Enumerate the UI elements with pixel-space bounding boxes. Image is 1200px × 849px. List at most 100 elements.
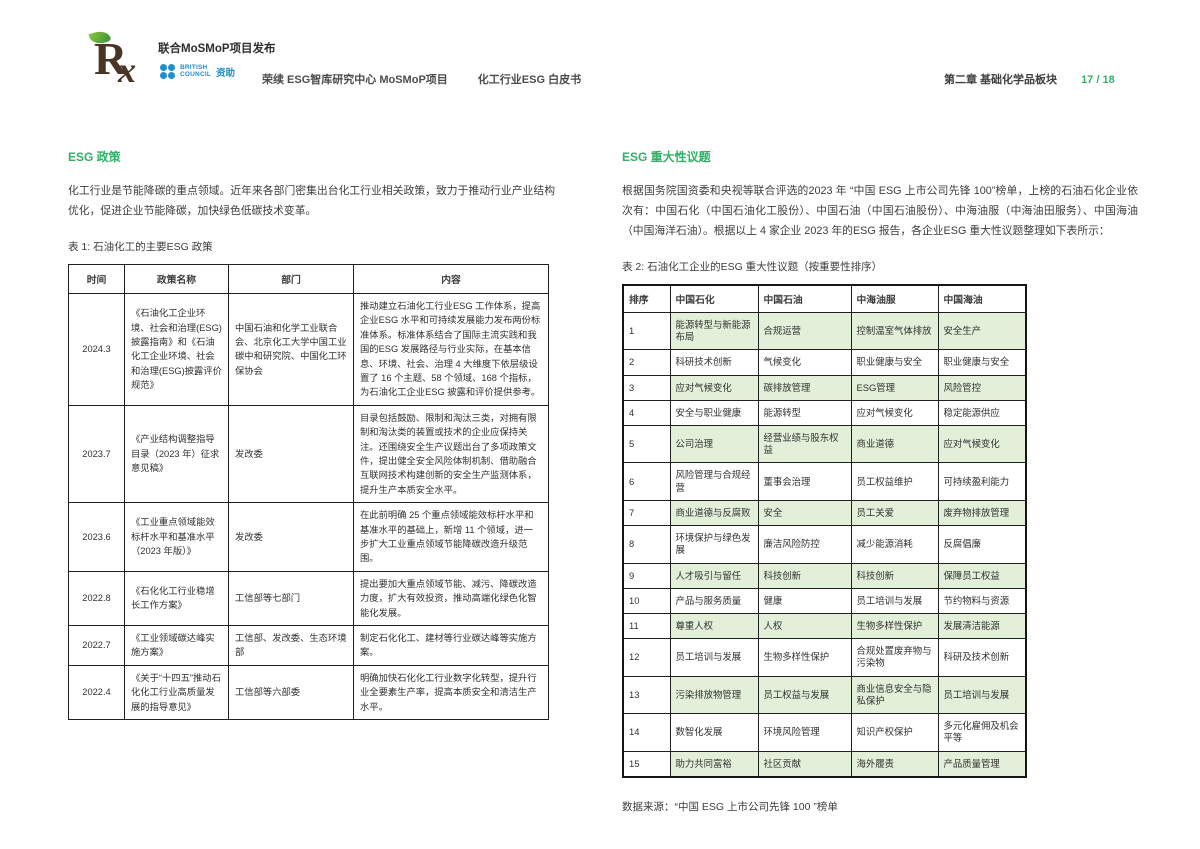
table-cell: 6 <box>622 462 671 501</box>
table-cell: 碳排放管理 <box>757 374 852 401</box>
table-cell: ESG管理 <box>850 374 939 401</box>
table-cell: 员工培训与发展 <box>850 587 939 614</box>
table-cell: 减少能源消耗 <box>850 525 939 564</box>
esg-policy-intro: 化工行业是节能降碳的重点领域。近年来各部门密集出台化工行业相关政策，致力于推动行… <box>68 185 555 217</box>
table-cell: 生物多样性保护 <box>850 612 939 640</box>
table-cell: 社区贡献 <box>757 750 852 778</box>
table-cell: 商业信息安全与隐私保护 <box>850 675 939 715</box>
table-cell: 职业健康与安全 <box>937 349 1027 376</box>
table-cell: 公司治理 <box>669 424 759 464</box>
table-cell: 《工业重点领域能效标杆水平和基准水平（2023 年版）》 <box>124 502 229 572</box>
table-cell: 稳定能源供应 <box>937 399 1027 427</box>
table-cell: 海外履责 <box>850 750 939 778</box>
column-header-time: 时间 <box>68 263 125 294</box>
table-header-row: 排序 中国石化 中国石油 中海油服 中国海油 <box>622 284 1027 313</box>
table-cell: 7 <box>622 499 671 527</box>
column-header-department: 部门 <box>228 263 354 294</box>
table-cell: 知识产权保护 <box>850 713 939 752</box>
table-cell: 员工关爱 <box>850 499 939 527</box>
table-cell: 科研技术创新 <box>669 349 759 376</box>
table-cell: 应对气候变化 <box>850 399 939 427</box>
table-cell: 2022.7 <box>68 625 125 666</box>
table-cell: 提出要加大重点领域节能、减污、降碳改造力度，扩大有效投资，推动高端化绿色化智能化… <box>353 570 549 627</box>
document-title: 荣续 ESG智库研究中心 MoSMoP项目 化工行业ESG 白皮书 <box>262 71 581 87</box>
table1-caption: 表 1: 石油化工的主要ESG 政策 <box>68 240 213 253</box>
table-cell: 8 <box>622 525 671 564</box>
table-cell: 安全与职业健康 <box>669 399 759 427</box>
table2-caption: 表 2: 石油化工企业的ESG 重大性议题（按重要性排序） <box>622 260 883 273</box>
table-row: 8 环境保护与绿色发展 廉洁风险防控 减少能源消耗 反腐倡廉 <box>622 525 1027 564</box>
table-cell: 经营业绩与股东权益 <box>757 424 852 464</box>
table-row: 4 安全与职业健康 能源转型 应对气候变化 稳定能源供应 <box>622 399 1027 427</box>
table-cell: 5 <box>622 424 671 464</box>
esg-materiality-section: ESG 重大性议题 根据国务院国资委和央视等联合评选的2023 年 “中国 ES… <box>622 148 1138 814</box>
table-cell: 发展清洁能源 <box>937 612 1027 640</box>
table-cell: 员工权益与发展 <box>757 675 852 715</box>
chapter-label: 第二章 基础化学品板块 <box>944 74 1058 86</box>
table-row: 11 尊重人权 人权 生物多样性保护 发展清洁能源 <box>622 612 1027 640</box>
table-cell: 在此前明确 25 个重点领域能效标杆水平和基准水平的基础上，新增 11 个领域，… <box>353 502 549 572</box>
section-heading-esg-policy: ESG 政策 <box>68 150 121 164</box>
table-cell: 15 <box>622 750 671 778</box>
table-cell: 应对气候变化 <box>669 374 759 401</box>
column-header-content: 内容 <box>353 263 549 294</box>
table-cell: 健康 <box>757 587 852 614</box>
table-cell: 2 <box>622 349 671 376</box>
table-row: 1 能源转型与新能源布局 合规运营 控制温室气体排放 安全生产 <box>622 311 1027 351</box>
header-right: 第二章 基础化学品板块 17 / 18 <box>944 71 1115 87</box>
table-cell: 中国石油和化学工业联合会、北京化工大学中国工业碳中和研究院、中国化工环保协会 <box>228 292 354 406</box>
table-cell: 员工权益维护 <box>850 462 939 501</box>
esg-policy-section: ESG 政策 化工行业是节能降碳的重点领域。近年来各部门密集出台化工行业相关政策… <box>68 148 555 721</box>
table-cell: 节约物料与资源 <box>937 587 1027 614</box>
document-title-org: 荣续 ESG智库研究中心 MoSMoP项目 <box>262 74 448 86</box>
table-cell: 《关于“十四五”推动石化化工行业高质量发展的指导意见》 <box>124 664 229 721</box>
table-cell: 可持续盈利能力 <box>937 462 1027 501</box>
table-cell: 污染排放物管理 <box>669 675 759 715</box>
table-cell: 多元化雇佣及机会平等 <box>937 713 1027 752</box>
policy-table: 时间 政策名称 部门 内容 2024.3 《石油化工企业环境、社会和治理(ESG)… <box>68 263 549 721</box>
table-header-row: 时间 政策名称 部门 内容 <box>68 263 549 294</box>
table-cell: 合规处置废弃物与污染物 <box>850 638 939 677</box>
column-header-rank: 排序 <box>622 284 671 313</box>
table-cell: 风险管理与合规经营 <box>669 462 759 501</box>
table-cell: 3 <box>622 374 671 401</box>
table-cell: 董事会治理 <box>757 462 852 501</box>
table-cell: 9 <box>622 562 671 589</box>
table-cell: 尊重人权 <box>669 612 759 640</box>
table-cell: 《石油化工企业环境、社会和治理(ESG)披露指南》和《石油化工企业环境、社会和治… <box>124 292 229 406</box>
document-title-name: 化工行业ESG 白皮书 <box>477 74 582 86</box>
table-cell: 产品质量管理 <box>937 750 1027 778</box>
rx-logo: R x <box>88 28 150 92</box>
table-cell: 生物多样性保护 <box>757 638 852 677</box>
table-cell: 目录包括鼓励、限制和淘汰三类，对拥有限制和淘汰类的装置或技术的企业应保持关注。还… <box>353 404 549 504</box>
table-cell: 制定石化化工、建材等行业碳达峰等实施方案。 <box>353 625 549 666</box>
table-cell: 明确加快石化化工行业数字化转型，提升行业全要素生产率，提高本质安全和清洁生产水平… <box>353 664 549 721</box>
table-row: 6 风险管理与合规经营 董事会治理 员工权益维护 可持续盈利能力 <box>622 462 1027 501</box>
table-row: 14 数智化发展 环境风险管理 知识产权保护 多元化雇佣及机会平等 <box>622 713 1027 752</box>
table-cell: 2024.3 <box>68 292 125 406</box>
table-row: 15 助力共同富裕 社区贡献 海外履责 产品质量管理 <box>622 750 1027 778</box>
table-cell: 2022.8 <box>68 570 125 627</box>
column-header-sinopec: 中国石化 <box>669 284 759 313</box>
table-cell: 工信部等七部门 <box>228 570 354 627</box>
table-cell: 12 <box>622 638 671 677</box>
table-cell: 1 <box>622 311 671 351</box>
table-cell: 2023.7 <box>68 404 125 504</box>
table-cell: 气候变化 <box>757 349 852 376</box>
table-row: 2 科研技术创新 气候变化 职业健康与安全 职业健康与安全 <box>622 349 1027 376</box>
column-header-cnooc: 中国海油 <box>937 284 1027 313</box>
table-cell: 10 <box>622 587 671 614</box>
table-cell: 廉洁风险防控 <box>757 525 852 564</box>
esg-materiality-intro: 根据国务院国资委和央视等联合评选的2023 年 “中国 ESG 上市公司先锋 1… <box>622 185 1138 237</box>
table-cell: 发改委 <box>228 404 354 504</box>
table-cell: 合规运营 <box>757 311 852 351</box>
table-cell: 反腐倡廉 <box>937 525 1027 564</box>
table-cell: 助力共同富裕 <box>669 750 759 778</box>
table-cell: 风险管控 <box>937 374 1027 401</box>
table-cell: 商业道德 <box>850 424 939 464</box>
column-header-policy: 政策名称 <box>124 263 229 294</box>
table-cell: 4 <box>622 399 671 427</box>
table-cell: 商业道德与反腐败 <box>669 499 759 527</box>
table-cell: 14 <box>622 713 671 752</box>
